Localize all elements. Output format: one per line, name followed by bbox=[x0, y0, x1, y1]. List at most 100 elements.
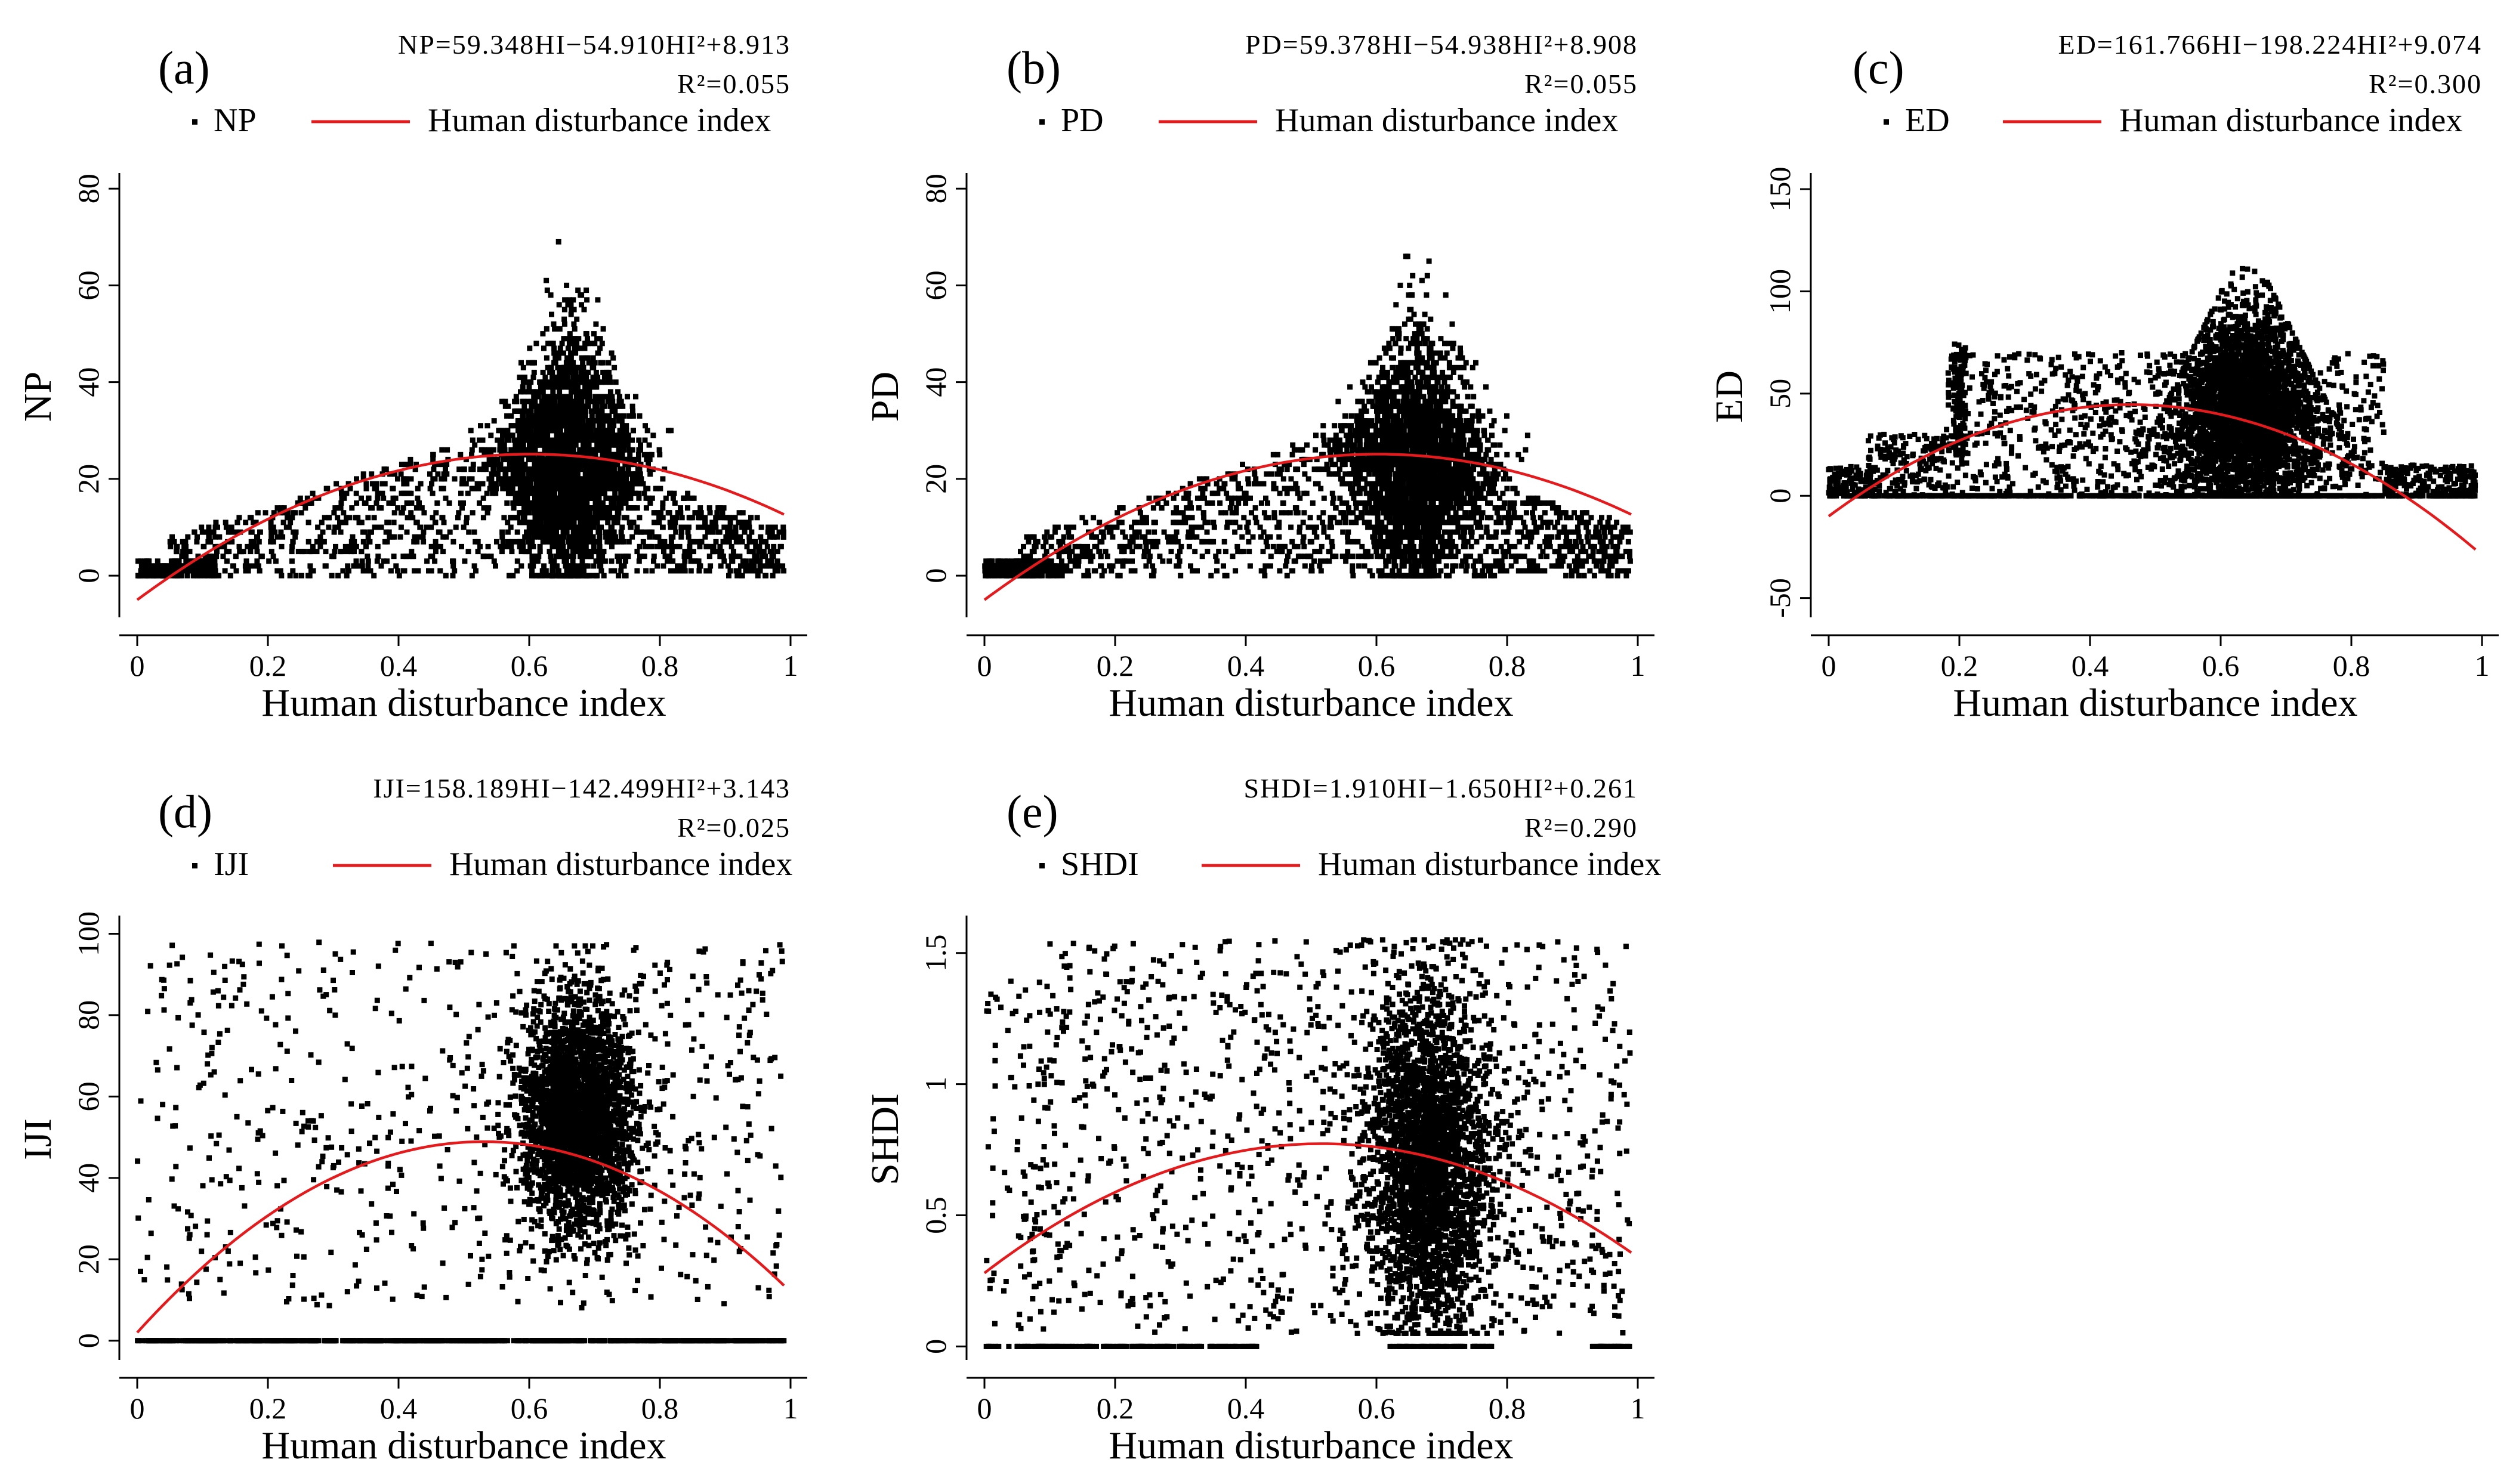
y-axis-title: NP bbox=[16, 372, 60, 422]
scatter-point bbox=[515, 428, 521, 434]
scatter-point bbox=[462, 558, 468, 564]
scatter-point bbox=[619, 423, 625, 429]
scatter-point bbox=[206, 534, 212, 540]
scatter-point bbox=[557, 554, 563, 559]
scatter-point bbox=[1354, 447, 1360, 453]
scatter-point bbox=[578, 486, 584, 491]
scatter-point bbox=[574, 316, 580, 322]
scatter-point bbox=[626, 481, 632, 487]
scatter-point bbox=[552, 398, 558, 404]
scatter-point bbox=[376, 505, 382, 511]
scatter-point bbox=[551, 447, 557, 453]
scatter-point bbox=[552, 486, 558, 491]
scatter-point bbox=[205, 573, 211, 579]
y-tick-label: 80 bbox=[72, 174, 105, 203]
scatter-point bbox=[421, 539, 427, 545]
scatter-point bbox=[135, 558, 141, 564]
scatter-point bbox=[526, 510, 532, 516]
scatter-point bbox=[538, 500, 544, 506]
scatter-point bbox=[577, 447, 583, 453]
scatter-point bbox=[766, 524, 772, 530]
scatter-point bbox=[519, 432, 525, 438]
scatter-point bbox=[207, 554, 213, 559]
scatter-point bbox=[539, 442, 545, 448]
scatter-point bbox=[665, 558, 670, 564]
scatter-point bbox=[567, 442, 573, 448]
scatter-point bbox=[412, 568, 417, 574]
scatter-point bbox=[465, 549, 471, 555]
scatter-point bbox=[630, 408, 635, 414]
scatter-point bbox=[571, 539, 577, 545]
scatter-point bbox=[665, 428, 671, 434]
scatter-point bbox=[741, 563, 747, 569]
scatter-point bbox=[619, 524, 625, 530]
scatter-point bbox=[660, 500, 666, 506]
scatter-point bbox=[279, 543, 285, 549]
scatter-point bbox=[522, 510, 528, 516]
scatter-point bbox=[685, 505, 690, 511]
scatter-point bbox=[550, 568, 555, 574]
scatter-point bbox=[208, 568, 214, 574]
scatter-point bbox=[533, 413, 539, 419]
scatter-point bbox=[518, 563, 524, 569]
scatter-point bbox=[524, 500, 530, 506]
scatter-point bbox=[714, 510, 720, 516]
scatter-point bbox=[268, 534, 274, 540]
scatter-point bbox=[765, 529, 771, 535]
scatter-point bbox=[538, 524, 544, 530]
scatter-point bbox=[775, 563, 781, 569]
scatter-point bbox=[563, 529, 569, 535]
scatter-point bbox=[618, 437, 623, 443]
scatter-point bbox=[580, 418, 586, 424]
scatter-point bbox=[559, 549, 565, 555]
scatter-point bbox=[598, 447, 604, 453]
scatter-point bbox=[404, 481, 410, 487]
scatter-point bbox=[581, 490, 586, 496]
scatter-point bbox=[591, 331, 597, 337]
scatter-point bbox=[1502, 428, 1508, 434]
scatter-point bbox=[573, 568, 579, 574]
scatter-point bbox=[579, 408, 585, 414]
scatter-point bbox=[1412, 375, 1418, 381]
scatter-point bbox=[505, 403, 511, 409]
scatter-point bbox=[554, 437, 560, 443]
legend-point-marker bbox=[192, 119, 197, 125]
scatter-point bbox=[637, 515, 643, 521]
scatter-point bbox=[718, 549, 724, 555]
scatter-point bbox=[342, 520, 348, 525]
scatter-point bbox=[557, 350, 563, 356]
scatter-point bbox=[774, 549, 780, 555]
scatter-point bbox=[612, 490, 618, 496]
scatter-point bbox=[598, 524, 604, 530]
scatter-point bbox=[605, 442, 611, 448]
scatter-point bbox=[738, 563, 743, 569]
scatter-point bbox=[519, 510, 524, 516]
scatter-point bbox=[205, 568, 211, 574]
scatter-point bbox=[615, 389, 621, 395]
scatter-point bbox=[558, 490, 563, 496]
scatter-point bbox=[503, 481, 509, 487]
scatter-point bbox=[568, 311, 574, 317]
scatter-point bbox=[365, 563, 371, 569]
scatter-point bbox=[682, 568, 688, 574]
scatter-point bbox=[353, 515, 359, 521]
scatter-point bbox=[1447, 529, 1453, 535]
scatter-point bbox=[623, 558, 628, 564]
scatter-point bbox=[551, 384, 557, 390]
scatter-point bbox=[548, 428, 554, 434]
scatter-point bbox=[480, 515, 486, 521]
scatter-point bbox=[183, 554, 189, 559]
scatter-point bbox=[619, 481, 625, 487]
scatter-point bbox=[391, 510, 397, 516]
scatter-point bbox=[1326, 471, 1332, 477]
scatter-point bbox=[585, 476, 591, 482]
scatter-point bbox=[637, 471, 643, 477]
scatter-point bbox=[765, 563, 771, 569]
scatter-point bbox=[415, 495, 421, 501]
scatter-point bbox=[568, 413, 574, 419]
scatter-point bbox=[780, 563, 786, 569]
scatter-point bbox=[168, 543, 174, 549]
scatter-point bbox=[601, 573, 607, 579]
scatter-point bbox=[576, 476, 582, 482]
scatter-point bbox=[413, 505, 419, 511]
